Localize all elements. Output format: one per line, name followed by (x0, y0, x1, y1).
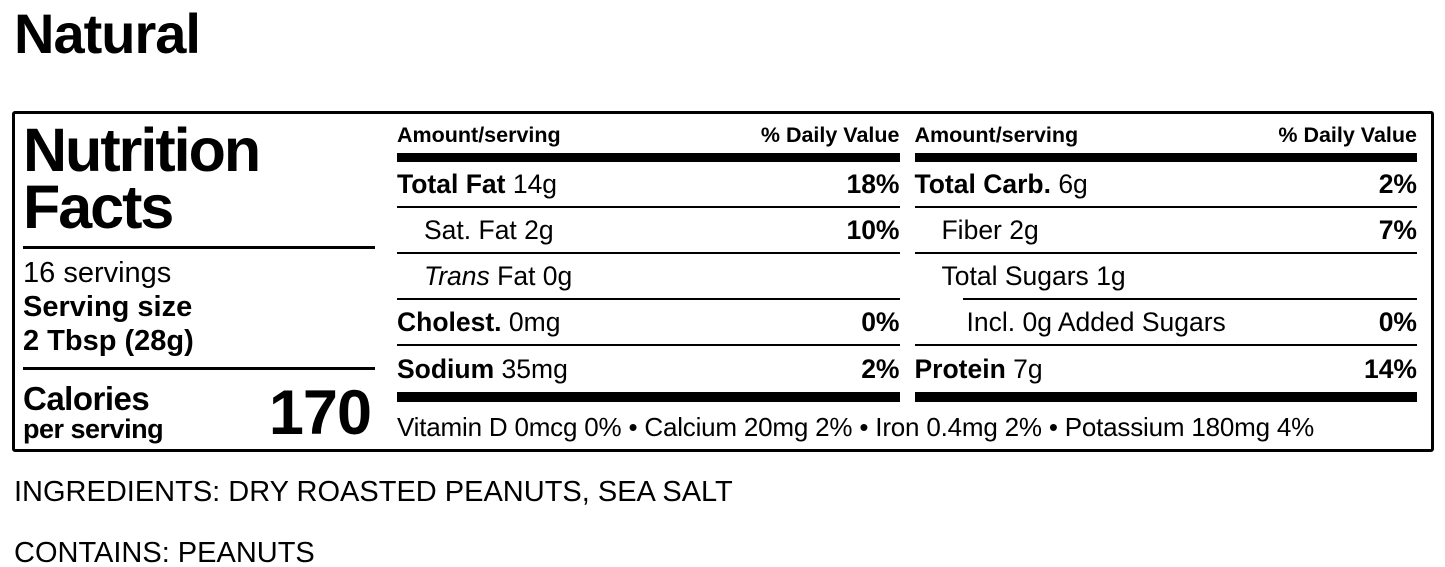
thick-divider (397, 153, 900, 162)
nutrient-row-sat-fat: Sat. Fat 2g 10% (397, 208, 900, 254)
daily-value-header: % Daily Value (760, 123, 900, 147)
micronutrients-line: Vitamin D 0mcg 0% • Calcium 20mg 2% • Ir… (397, 412, 1315, 442)
serving-size-label: Serving size (23, 290, 193, 323)
label-summary-column: Nutrition Facts 16 servings Serving size… (23, 116, 375, 448)
thick-divider (397, 392, 900, 402)
thick-divider (914, 392, 1417, 402)
nutrient-name-amount: Fiber 2g (941, 214, 1039, 245)
nutrient-row-total-fat: Total Fat 14g 18% (397, 162, 900, 208)
nutrient-name-amount: Protein 7g (914, 353, 1043, 384)
contains-line: CONTAINS: PEANUTS (14, 537, 315, 567)
label-heading-line1: Nutrition (23, 116, 261, 184)
label-heading: Nutrition Facts (23, 116, 375, 242)
nutrient-row-total-carb: Total Carb. 6g 2% (914, 162, 1417, 208)
nutrient-name-amount: Total Carb. 6g (914, 168, 1088, 199)
daily-value: 0% (1378, 306, 1417, 337)
daily-value: 2% (861, 353, 900, 384)
daily-value: 10% (846, 214, 900, 245)
nutrition-facts-label: Nutrition Facts 16 servings Serving size… (12, 111, 1434, 452)
nutrient-name-amount: Incl. 0g Added Sugars (966, 306, 1226, 337)
nutrient-row-fiber: Fiber 2g 7% (914, 208, 1417, 254)
calories-sublabel: per serving (23, 413, 164, 444)
daily-value: 18% (846, 168, 900, 199)
calories-value: 170 (268, 378, 372, 449)
nutrient-name-amount: Sat. Fat 2g (424, 214, 554, 245)
nutrient-name-amount: Trans Fat 0g (424, 260, 573, 291)
calories-label: Calories (23, 380, 150, 418)
divider (23, 367, 375, 371)
nutrient-row-sodium: Sodium 35mg 2% (397, 346, 900, 392)
nutrient-name-amount: Cholest. 0mg (397, 306, 561, 337)
calories-labels: Calories per serving (23, 380, 164, 444)
nutrient-row-added-sugars: Incl. 0g Added Sugars 0% (914, 300, 1417, 346)
column-header: Amount/serving % Daily Value (915, 120, 1418, 153)
nutrient-name-amount: Sodium 35mg (397, 353, 568, 384)
daily-value: 14% (1363, 353, 1417, 384)
nutrient-area: Amount/serving % Daily Value Total Fat 1… (397, 120, 1417, 443)
amount-serving-header: Amount/serving (914, 123, 1079, 147)
thick-divider (914, 153, 1417, 162)
nutrient-column-fat-sodium: Amount/serving % Daily Value Total Fat 1… (397, 120, 900, 402)
daily-value-header: % Daily Value (1278, 123, 1417, 147)
label-heading-line2: Facts (23, 173, 174, 242)
nutrient-name-amount: Total Fat 14g (397, 168, 558, 199)
daily-value: 0% (861, 306, 900, 337)
daily-value: 2% (1378, 168, 1417, 199)
nutrient-row-cholesterol: Cholest. 0mg 0% (397, 300, 900, 346)
nutrient-row-protein: Protein 7g 14% (915, 346, 1418, 392)
indented-divider (962, 298, 1417, 300)
serving-size-value: 2 Tbsp (28g) (23, 325, 194, 358)
product-title: Natural (14, 2, 201, 65)
nutrient-row-trans-fat: Trans Fat 0g (397, 254, 900, 300)
column-header: Amount/serving % Daily Value (397, 120, 900, 153)
divider (23, 245, 375, 249)
servings-count: 16 servings (23, 256, 172, 289)
ingredients-line: INGREDIENTS: DRY ROASTED PEANUTS, SEA SA… (14, 476, 733, 508)
calories-row: Calories per serving 170 (23, 377, 375, 449)
daily-value: 7% (1378, 214, 1417, 245)
nutrient-column-carb-protein: Amount/serving % Daily Value Total Carb.… (914, 120, 1418, 402)
amount-serving-header: Amount/serving (397, 123, 561, 147)
nutrient-row-total-sugars: Total Sugars 1g (915, 254, 1418, 298)
nutrient-name-amount: Total Sugars 1g (941, 260, 1126, 291)
nutrient-columns: Amount/serving % Daily Value Total Fat 1… (397, 120, 1417, 402)
